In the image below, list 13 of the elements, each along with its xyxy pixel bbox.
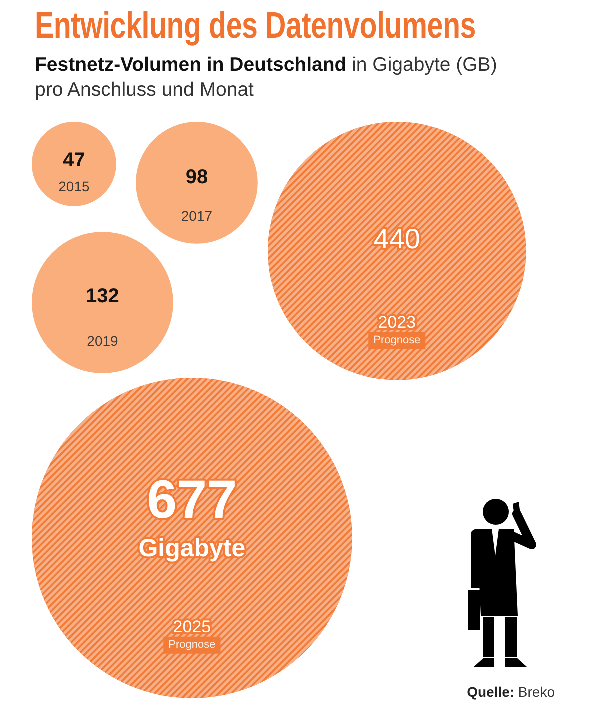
category-label: 2017 (181, 208, 213, 224)
data-label: 47 (63, 149, 86, 172)
data-label: 440 (374, 224, 421, 255)
text: Festnetz-Volumen in Deutschland (35, 54, 347, 76)
data-label: 132 (86, 286, 120, 308)
category-label: 2025 Prognose (168, 618, 216, 651)
category-label: 2015 (58, 178, 90, 195)
data-label: 677 Gigabyte (138, 470, 246, 562)
data-label: 98 (186, 166, 208, 189)
category-label: 2019 (87, 333, 119, 350)
source-note: Quelle: Breko (467, 684, 555, 700)
category-label: 2023 Prognose (374, 313, 421, 347)
text: Entwicklung des Datenvolumens (35, 5, 476, 47)
